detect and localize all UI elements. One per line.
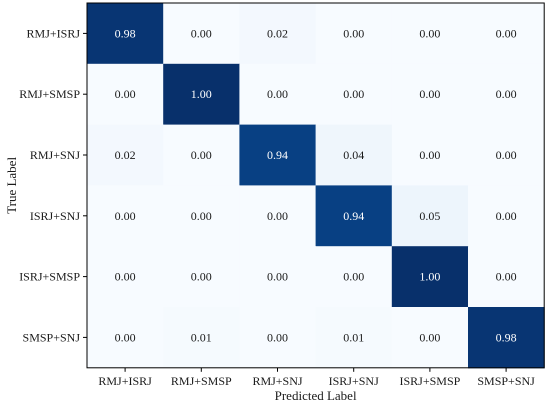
- cell-value-r0-c3: 0.00: [343, 26, 364, 40]
- cell-value-r2-c4: 0.00: [419, 148, 440, 162]
- cell-value-r0-c0: 0.98: [115, 26, 136, 40]
- y-tick-label-1: RMJ+SMSP: [19, 87, 80, 101]
- cell-value-r1-c3: 0.00: [343, 87, 364, 101]
- cell-value-r4-c5: 0.00: [496, 270, 517, 284]
- heatmap-cell-r2-c3: [315, 124, 393, 186]
- heatmap-cell-r4-c1: [163, 246, 240, 308]
- x-axis-title: Predicted Label: [275, 388, 357, 403]
- heatmap-cell-r0-c0: [87, 3, 164, 65]
- heatmap-cell-r4-c2: [239, 246, 317, 308]
- y-tick-label-3: ISRJ+SNJ: [30, 209, 80, 223]
- x-tick-label-5: SMSP+SNJ: [477, 374, 535, 388]
- x-tick-label-4: ISRJ+SMSP: [399, 374, 460, 388]
- heatmap-cell-r0-c1: [163, 3, 240, 65]
- cell-value-r3-c2: 0.00: [267, 209, 288, 223]
- cell-value-r0-c5: 0.00: [496, 26, 517, 40]
- heatmap-cell-r5-c4: [391, 307, 469, 369]
- y-tick-label-5: SMSP+SNJ: [23, 330, 81, 344]
- cell-value-r5-c3: 0.01: [343, 330, 364, 344]
- heatmap-cell-r0-c2: [239, 3, 317, 65]
- heatmap-cell-r4-c3: [315, 246, 393, 308]
- heatmap-cell-r1-c4: [391, 63, 469, 126]
- heatmap-cell-r3-c0: [87, 185, 164, 247]
- cell-value-r3-c0: 0.00: [115, 209, 136, 223]
- cell-value-r0-c1: 0.00: [191, 26, 212, 40]
- heatmap-cell-r2-c4: [391, 124, 469, 186]
- heatmap-cell-r0-c5: [468, 3, 545, 65]
- heatmap-cell-r4-c0: [87, 246, 164, 308]
- heatmap-cell-r1-c2: [239, 63, 317, 126]
- heatmap-cell-labels: 0.98 0.00 0.02 0.00 0.00 0.00 0.00 1.00 0.00 0.00…: [115, 26, 517, 344]
- cell-value-r1-c5: 0.00: [496, 87, 517, 101]
- heatmap-cell-r5-c5: [468, 307, 545, 369]
- heatmap-cell-r1-c0: [87, 63, 164, 126]
- heatmap-cell-r2-c1: [163, 124, 240, 186]
- cell-value-r5-c1: 0.01: [191, 330, 212, 344]
- x-tick-label-2: RMJ+SNJ: [252, 374, 302, 388]
- cell-value-r2-c2: 0.94: [267, 148, 288, 162]
- cell-value-r3-c5: 0.00: [496, 209, 517, 223]
- heatmap-cell-r5-c0: [87, 307, 164, 369]
- heatmap-cell-r1-c5: [468, 63, 545, 126]
- y-tick-label-4: ISRJ+SMSP: [19, 270, 80, 284]
- cell-value-r5-c4: 0.00: [419, 330, 440, 344]
- cell-value-r1-c1: 1.00: [191, 87, 212, 101]
- cell-value-r4-c1: 0.00: [191, 270, 212, 284]
- cell-value-r2-c3: 0.04: [343, 148, 364, 162]
- plot-frame: [86, 2, 545, 369]
- heatmap-cell-r3-c5: [468, 185, 545, 247]
- cell-value-r2-c0: 0.02: [115, 148, 136, 162]
- cell-value-r1-c0: 0.00: [115, 87, 136, 101]
- cell-value-r1-c4: 0.00: [419, 87, 440, 101]
- heatmap-cell-r3-c3: [315, 185, 393, 247]
- cell-value-r4-c4: 1.00: [419, 270, 440, 284]
- heatmap-cell-r3-c2: [239, 185, 317, 247]
- y-axis-title: True Label: [4, 157, 19, 214]
- cell-value-r2-c1: 0.00: [191, 148, 212, 162]
- x-tick-label-3: ISRJ+SNJ: [329, 374, 379, 388]
- heatmap-cell-r3-c4: [391, 185, 469, 247]
- heatmap-cells: [87, 3, 545, 369]
- x-tick-label-0: RMJ+ISRJ: [98, 374, 152, 388]
- heatmap-cell-r0-c3: [315, 3, 393, 65]
- cell-value-r5-c2: 0.00: [267, 330, 288, 344]
- heatmap-cell-r5-c1: [163, 307, 240, 369]
- cell-value-r3-c3: 0.94: [343, 209, 364, 223]
- heatmap-cell-r4-c5: [468, 246, 545, 308]
- heatmap-cell-r2-c5: [468, 124, 545, 186]
- cell-value-r5-c5: 0.98: [496, 330, 517, 344]
- heatmap-cell-r1-c1: [163, 63, 240, 126]
- cell-value-r4-c3: 0.00: [343, 270, 364, 284]
- cell-value-r2-c5: 0.00: [496, 148, 517, 162]
- x-tick-label-1: RMJ+SMSP: [171, 374, 232, 388]
- x-axis-ticks: RMJ+ISRJ RMJ+SMSP RMJ+SNJ ISRJ+SNJ ISRJ+SMSP…: [98, 367, 535, 388]
- y-axis-ticks: RMJ+ISRJ RMJ+SMSP RMJ+SNJ ISRJ+SNJ ISRJ+SMSP…: [19, 26, 87, 344]
- cell-value-r3-c1: 0.00: [191, 209, 212, 223]
- heatmap-cell-r5-c3: [315, 307, 393, 369]
- cell-value-r4-c0: 0.00: [115, 270, 136, 284]
- heatmap-cell-r2-c0: [87, 124, 164, 186]
- cell-value-r0-c2: 0.02: [267, 26, 288, 40]
- y-tick-label-0: RMJ+ISRJ: [27, 26, 81, 40]
- y-tick-label-2: RMJ+SNJ: [30, 148, 80, 162]
- heatmap-cell-r2-c2: [239, 124, 317, 186]
- heatmap-cell-r5-c2: [239, 307, 317, 369]
- heatmap-cell-r3-c1: [163, 185, 240, 247]
- heatmap-cell-r4-c4: [391, 246, 469, 308]
- cell-value-r5-c0: 0.00: [115, 330, 136, 344]
- cell-value-r3-c4: 0.05: [419, 209, 440, 223]
- cell-value-r4-c2: 0.00: [267, 270, 288, 284]
- heatmap-cell-r0-c4: [391, 3, 469, 65]
- heatmap-cell-r1-c3: [315, 63, 393, 126]
- cell-value-r0-c4: 0.00: [419, 26, 440, 40]
- cell-value-r1-c2: 0.00: [267, 87, 288, 101]
